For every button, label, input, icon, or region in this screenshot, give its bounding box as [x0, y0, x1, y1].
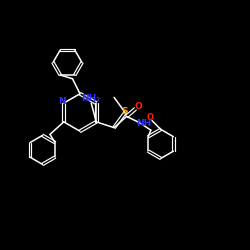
Text: O: O: [146, 113, 154, 122]
Text: NH₂: NH₂: [81, 94, 100, 103]
Text: N: N: [58, 97, 66, 106]
Text: O: O: [134, 102, 142, 112]
Text: S: S: [122, 108, 128, 116]
Text: NH: NH: [136, 119, 152, 128]
